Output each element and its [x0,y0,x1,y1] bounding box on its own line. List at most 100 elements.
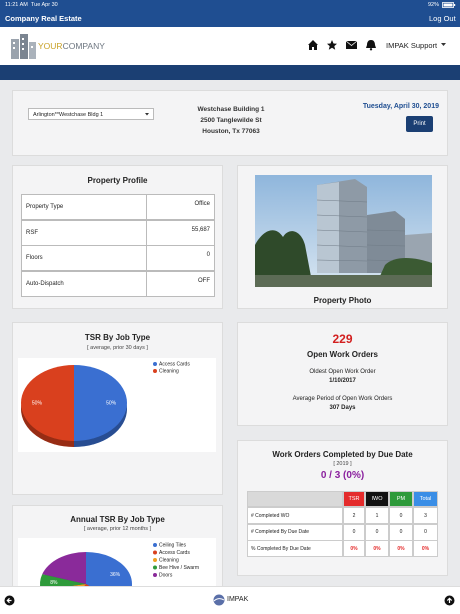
table-value: 3 [413,507,438,524]
header-band [0,65,460,80]
battery-level: 92% [428,2,440,8]
address: Westchase Building 1 2500 Tanglewilde St… [173,104,289,137]
table-value: 0 [413,523,438,541]
legend-swatch [153,543,157,547]
app-name: IMPAK [227,596,249,603]
slice-label: 50% [106,400,117,406]
scroll-top-button[interactable] [444,595,455,606]
profile-label: Floors [21,245,147,271]
property-select[interactable]: Arlington**Westchase Bldg 1 [28,108,154,120]
card-subtitle: [ 2019 ] [333,461,352,467]
legend-label: Doors [159,572,173,578]
photo-caption: Property Photo [313,296,372,305]
status-time: 11:21 AM [5,2,28,8]
completed-card: Work Orders Completed by Due Date [ 2019… [237,440,448,576]
logo-text: YOURCOMPANY [38,41,105,51]
legend-label: Bee Hive / Swarm [159,565,199,571]
table-value: 0 [343,523,365,541]
bottom-bar: IMPAK [0,586,460,614]
card-title: TSR By Job Type [84,333,151,342]
print-button[interactable]: Print [406,116,433,132]
user-menu[interactable]: IMPAK Support [386,41,438,50]
profile-label: Property Type [21,194,147,220]
legend-swatch [153,558,157,562]
legend-label: Ceiling Tiles [159,542,186,548]
legend-label: Access Cards [159,550,190,556]
nav-title: Company Real Estate [5,14,82,23]
status-date: Tue Apr 30 [31,2,58,8]
legend-swatch [153,565,157,570]
profile-value: 55,687 [146,219,215,246]
table-value: 0 [365,523,389,541]
address-line: Houston, Tx 77063 [202,128,260,135]
legend-label: Cleaning [159,368,179,374]
impak-logo [213,594,225,606]
column-header: Total [413,491,438,507]
address-line: 2500 Tanglewilde St [200,117,262,124]
row-label: # Completed WO [247,507,343,524]
property-bar: Arlington**Westchase Bldg 1 Westchase Bu… [12,90,448,156]
card-title: Work Orders Completed by Due Date [272,450,413,459]
legend-swatch [153,550,157,555]
legend-swatch [153,362,157,366]
header: YOURCOMPANY IMPAK Support [0,27,460,65]
average-value: 307 Days [329,405,356,411]
oldest-date: 1/10/2017 [329,378,356,384]
home-icon[interactable] [308,40,318,50]
card-title: Property Profile [87,176,148,185]
select-caret [145,113,149,116]
column-header: TSR [343,491,365,507]
table-value: 0 [389,507,413,524]
card-subtitle: [ average, prior 12 months ] [83,526,152,532]
open-count: 229 [332,332,353,346]
card-subtitle: [ average, prior 30 days ] [87,345,148,351]
bell-icon[interactable] [366,40,376,51]
row-label: % Completed By Due Date [247,540,343,557]
current-date: Tuesday, April 30, 2019 [362,103,439,110]
open-label: Open Work Orders [307,350,378,359]
row-label: # Completed By Due Date [247,523,343,541]
slice-label: 50% [32,400,43,406]
legend-label: Access Cards [159,361,190,367]
table-value: 0% [343,540,365,557]
card-title: Annual TSR By Job Type [70,515,165,524]
table-header-blank [247,491,343,507]
property-photo [255,175,432,287]
tsr-card: TSR By Job Type [ average, prior 30 days… [12,322,223,495]
slice-label: 8% [50,580,58,586]
status-bar: 11:21 AM Tue Apr 30 92% [0,0,460,9]
mail-icon[interactable] [345,40,358,49]
profile-label: Auto-Dispatch [21,270,147,297]
star-icon[interactable] [327,40,337,50]
profile-value: 0 [146,245,215,271]
average-label: Average Period of Open Work Orders [292,396,393,402]
table-value: 0% [389,540,413,557]
slice-label: 36% [110,572,121,578]
logo-your: YOUR [38,41,63,51]
table-value: 2 [343,507,365,524]
property-profile-card: Property Profile Property Type Office RSF 5… [12,165,223,309]
legend-swatch [153,573,157,577]
profile-value: OFF [146,270,215,297]
table-value: 0% [365,540,389,557]
table-value: 1 [365,507,389,524]
oldest-label: Oldest Open Work Order [309,369,376,375]
property-photo-card: Property Photo [237,165,448,309]
pie-slice [42,552,86,584]
header-icons [308,40,376,51]
profile-label: RSF [21,219,147,246]
pie-slice [21,365,74,441]
logout-button[interactable]: Log Out [429,14,456,23]
logo-company: COMPANY [62,41,105,51]
pie-slice [74,365,127,441]
column-header: IWO [365,491,389,507]
legend-swatch [153,369,157,373]
battery-icon [442,2,456,8]
table-value: 0% [413,540,438,557]
back-button[interactable] [4,595,15,606]
legend-label: Cleaning [159,557,179,563]
table-value: 0 [389,523,413,541]
user-menu-caret [441,43,446,46]
